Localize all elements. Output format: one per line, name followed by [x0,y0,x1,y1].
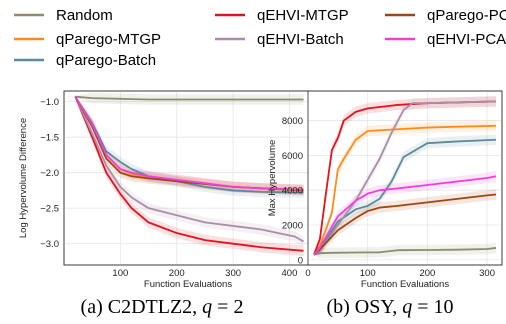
caption-text: (a) C2DTLZ2, [81,296,203,318]
legend-label: qEHVI-Batch [257,31,344,48]
legend: Random qParego-MTGP qParego-Batch qEHVI-MTG… [14,7,506,69]
legend-item-qehvi-batch: qEHVI-Batch [215,31,344,48]
series-line-qehvi-pca [313,175,497,256]
legend-label: qParego-PCA [427,7,506,24]
y-tick-label: 4000 [282,186,303,197]
y-tick-label: −1.0 [40,97,59,108]
y-tick-label: −1.5 [40,133,59,144]
captions: (a) C2DTLZ2, q = 2 (b) OSY, q = 10 [81,296,454,318]
y-axis-label: Max Hypervolume [267,140,278,217]
x-tick-label: 100 [360,268,376,279]
y-tick-label: 2000 [282,220,303,231]
series-line-qehvi-mtgp [313,100,497,255]
series-line-qehvi-pca [74,96,304,191]
y-tick-label: 0 [298,255,303,266]
legend-label: qParego-MTGP [56,31,161,48]
panel-a-chart: 100 200 300 400 −1.0 −1.5 −2.0 −2.5 −3.0 Function… [18,90,313,290]
series-group [313,96,497,259]
series-line-random [313,247,497,256]
legend-item-qehvi-pca: qEHVI-PCA [385,31,506,48]
series-line-qehvi-batch [313,100,497,256]
legend-label: qParego-Batch [56,52,156,69]
x-tick-label: 300 [225,268,241,279]
caption-value: = 2 [212,296,243,318]
legend-item-qparego-mtgp: qParego-MTGP [14,31,161,48]
series-band-qehvi-batch [75,95,304,247]
x-tick-label: 0 [305,268,310,279]
series-line-qparego-pca [313,193,497,256]
caption-value: = 10 [412,296,453,318]
y-tick-label: 8000 [282,116,303,127]
legend-label: Random [56,7,113,24]
x-tick-label: 200 [169,268,185,279]
x-tick-label: 300 [479,268,495,279]
series-band-qparego-batch [313,134,497,256]
legend-label: qEHVI-PCA [427,31,506,48]
x-tick-label: 200 [419,268,435,279]
x-axis-label: Function Evaluations [361,279,449,290]
y-tick-label: −2.0 [40,168,59,179]
y-tick-label: −3.0 [40,239,59,250]
x-tick-label: 400 [282,268,298,279]
legend-item-qparego-batch: qParego-Batch [14,52,156,69]
panel-caption: (b) OSY, q = 10 [326,296,453,318]
plot-area [307,90,503,266]
series-line-qehvi-batch [74,96,305,243]
x-axis-label: Function Evaluations [144,279,232,290]
series-line-qehvi-mtgp [74,96,304,252]
caption-text: (b) OSY, [326,296,402,318]
legend-item-qehvi-mtgp: qEHVI-MTGP [215,7,349,24]
y-axis-label: Log Hypervolume Difference [18,118,29,238]
panel-caption: (a) C2DTLZ2, q = 2 [81,296,244,318]
series-line-random [75,95,304,101]
y-tick-label: −2.5 [40,204,59,215]
series-line-qparego-batch [313,138,497,256]
legend-item-qparego-pca: qParego-PCA [385,7,506,24]
legend-item-random: Random [14,7,113,24]
series-band-qparego-pca [75,95,304,196]
plot-frame [307,90,503,266]
x-tick-label: 100 [112,268,128,279]
series-line-qparego-mtgp [313,124,497,256]
legend-label: qEHVI-MTGP [257,7,349,24]
caption-variable: q [402,296,412,318]
y-tick-label: 6000 [282,151,303,162]
panel-b-chart: 0 100 200 300 0 2000 4000 6000 8000 Function Eval… [267,90,503,290]
caption-variable: q [202,296,212,318]
series-group [74,92,305,257]
